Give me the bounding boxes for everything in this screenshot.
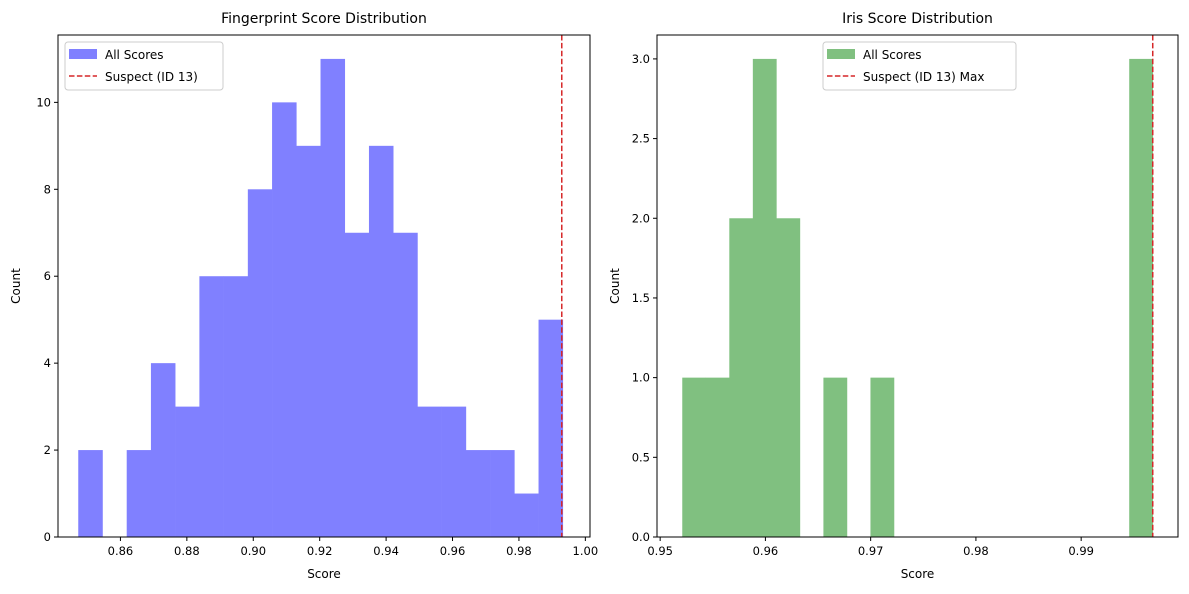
x-tick-label: 0.88 [174,544,200,558]
histogram-bar [538,319,564,537]
histogram-bar [682,377,707,537]
y-tick-label: 4 [44,356,51,370]
histogram-bar [272,102,297,537]
histogram-bar [823,377,848,537]
y-axis-label: Count [608,268,622,304]
y-tick-label: 8 [44,182,51,196]
histogram-bar [417,406,442,537]
histogram-bar [729,218,754,537]
x-tick-label: 0.99 [1068,544,1094,558]
x-tick-label: 0.98 [506,544,532,558]
x-tick-label: 1.00 [573,544,599,558]
x-tick-label: 0.86 [108,544,134,558]
histogram-bar [776,218,801,537]
legend-label: Suspect (ID 13) Max [863,70,984,84]
legend: All Scores Suspect (ID 13) Max [822,41,1017,91]
y-tick-label: 2.0 [632,211,650,225]
histogram-bar [870,377,895,537]
legend-box [64,41,224,91]
histogram-bar [344,232,370,537]
axes-frame [57,34,591,538]
histogram-bar [514,493,539,537]
legend-box [822,41,1017,91]
y-tick-label: 3.0 [632,52,650,66]
legend: All Scores Suspect (ID 13) [64,41,224,91]
chart-title: Iris Score Distribution [842,11,993,27]
axes-frame [656,34,1179,538]
x-axis-label: Score [307,567,341,581]
legend-label: All Scores [863,48,922,62]
histogram-bar [150,363,176,537]
y-tick-label: 2.5 [632,132,650,146]
histogram-bar [247,189,273,537]
fingerprint-chart: 0.86 0.88 0.90 0.92 0.94 0.96 0.98 1.00 0 2 4 6 8 10 F… [9,11,598,581]
histogram-bar [175,406,200,537]
histogram-bar [465,450,491,537]
histogram-bar [199,276,224,537]
legend-swatch-bars [69,49,97,59]
y-tick-label: 6 [44,269,51,283]
y-tick-label: 0 [44,530,51,544]
histogram-bar [441,406,467,537]
x-tick-label: 0.90 [240,544,266,558]
y-tick-label: 0.5 [632,450,650,464]
histogram-bar [752,58,777,538]
y-axis-label: Count [9,268,23,304]
histogram-bar [368,145,394,537]
y-tick-label: 10 [36,95,51,109]
y-tick-label: 2 [44,443,51,457]
chart-title: Fingerprint Score Distribution [221,11,427,27]
x-axis-label: Score [901,567,935,581]
x-tick-label: 0.97 [858,544,884,558]
legend-label: Suspect (ID 13) [105,70,198,84]
x-tick-label: 0.98 [963,544,989,558]
legend-label: All Scores [105,48,164,62]
y-tick-label: 0.0 [632,530,650,544]
histogram-bar [320,58,346,538]
histogram-bar [78,450,103,537]
legend-swatch-bars [827,49,855,59]
histogram-bar [1129,58,1154,538]
histogram-bar [393,232,418,537]
histogram-bar [705,377,730,537]
x-tick-label: 0.92 [307,544,333,558]
histogram-bar [296,145,321,537]
histogram-bar [126,450,152,537]
x-tick-label: 0.96 [440,544,466,558]
y-tick-label: 1.5 [632,291,650,305]
histogram-bar [490,450,515,537]
iris-chart: 0.95 0.96 0.97 0.98 0.99 0.0 0.5 1.0 1.5 2.0 2.5 3.… [608,11,1179,581]
y-tick-label: 1.0 [632,371,650,385]
x-tick-label: 0.96 [753,544,779,558]
x-tick-label: 0.95 [647,544,673,558]
x-tick-label: 0.94 [373,544,399,558]
histogram-bar [223,276,249,537]
